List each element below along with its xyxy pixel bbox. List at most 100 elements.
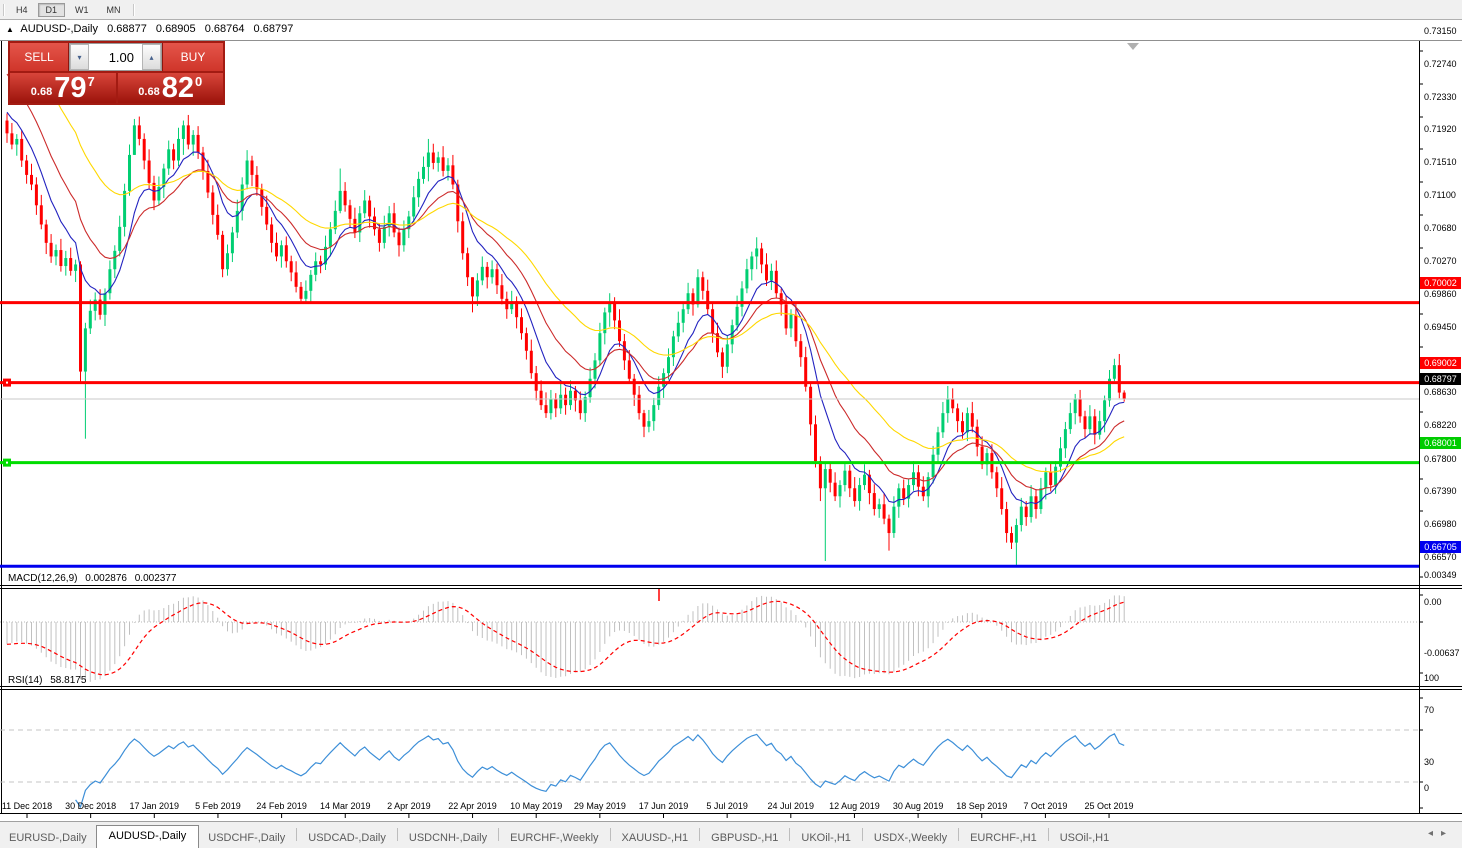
chart-tab-usdcad-daily[interactable]: USDCAD-,Daily (308, 832, 386, 844)
tab-separator (396, 828, 398, 841)
moving-average-layer (6, 41, 1125, 505)
chart-tab-eurusd-daily[interactable]: EURUSD-,Daily (9, 832, 87, 844)
rsi-axis-label: 30 (1424, 757, 1435, 767)
chart-tab-gbpusd-h1[interactable]: GBPUSD-,H1 (711, 832, 779, 844)
price-axis-label: 0.71100 (1424, 190, 1456, 200)
sell-price-pip: 7 (87, 74, 95, 89)
buy-button[interactable]: BUY (162, 43, 223, 71)
tab-scroll-right-icon[interactable]: ▸ (1440, 828, 1454, 839)
sell-price-prefix: 0.68 (30, 86, 53, 98)
symbol-label: AUDUSD-,Daily (20, 23, 98, 35)
date-label: 18 Sep 2019 (956, 801, 1008, 811)
chart-tab-eurchf-weekly[interactable]: EURCHF-,Weekly (510, 832, 599, 844)
price-axis-marker: 0.68797 (1420, 373, 1461, 385)
price-axis-marker: 0.69002 (1420, 357, 1461, 369)
tab-separator (861, 828, 863, 841)
one-click-trading-panel: SELL ▾ ▴ BUY 0.68 79 7 0.68 82 0 (8, 41, 225, 105)
toolbar-separator (3, 3, 4, 16)
tab-separator (1047, 828, 1049, 841)
tab-separator (296, 828, 298, 841)
tab-scroll-arrows[interactable]: ◂▸ (1428, 828, 1454, 839)
macd-header: MACD(12,26,9) 0.002876 0.002377 (8, 573, 181, 584)
chart-tab-usdchf-daily[interactable]: USDCHF-,Daily (208, 832, 286, 844)
close-value: 0.68797 (253, 23, 294, 35)
sell-price-display[interactable]: 0.68 79 7 (10, 73, 116, 103)
price-axis-label: 0.68630 (1424, 387, 1457, 397)
price-axis-marker: 0.70002 (1420, 277, 1461, 289)
rsi-axis-label: 0 (1424, 783, 1430, 793)
price-axis-label: 0.70270 (1424, 256, 1457, 266)
price-axis-label: 0.71920 (1424, 124, 1457, 134)
chart-shift-marker-icon[interactable] (1127, 43, 1139, 50)
rsi-axis-label: 70 (1424, 705, 1435, 715)
tab-separator (958, 828, 960, 841)
price-axis-label: 0.66570 (1424, 552, 1457, 562)
price-axis-marker: 0.68001 (1420, 437, 1461, 449)
tab-separator (699, 828, 701, 841)
buy-price-big: 82 (161, 72, 194, 104)
price-axis-label: 0.72330 (1424, 92, 1457, 102)
date-label: 17 Jan 2019 (129, 801, 180, 811)
chart-tab-ukoil-h1[interactable]: UKOil-,H1 (801, 832, 851, 844)
chart-tab-usdx-weekly[interactable]: USDX-,Weekly (873, 832, 948, 844)
high-value: 0.68905 (155, 23, 196, 35)
timeframe-button-h4[interactable]: H4 (16, 4, 28, 15)
volume-increase-button[interactable]: ▴ (142, 44, 161, 70)
date-label: 25 Oct 2019 (1084, 801, 1134, 811)
date-label: 22 Apr 2019 (448, 801, 497, 811)
chart-canvas[interactable] (0, 20, 1462, 848)
macd-axis-label: 0.00 (1424, 597, 1442, 607)
timeframe-button-d1[interactable]: D1 (37, 2, 66, 17)
volume-input[interactable] (89, 44, 142, 70)
price-axis-label: 0.73150 (1424, 26, 1457, 36)
chart-graphics (0, 40, 1462, 818)
buy-price-prefix: 0.68 (138, 86, 160, 98)
date-label: 29 May 2019 (573, 801, 626, 811)
sell-button[interactable]: SELL (10, 43, 69, 71)
volume-decrease-button[interactable]: ▾ (70, 44, 89, 70)
buy-price-pip: 0 (194, 74, 203, 89)
rsi-header: RSI(14) 58.8175 (8, 675, 91, 686)
candlestick-layer (5, 113, 1126, 567)
date-label: 12 Aug 2019 (829, 801, 880, 811)
macd-signal-line (6, 600, 1125, 676)
chart-tab-eurchf-h1[interactable]: EURCHF-,H1 (970, 832, 1037, 844)
chart-tab-xauusd-h1[interactable]: XAUUSD-,H1 (621, 832, 689, 844)
date-label: 14 Mar 2019 (319, 801, 371, 811)
symbol-tab-bar: EURUSD-,Daily AUDUSD-,Daily USDCHF-,Daily U… (0, 821, 1462, 848)
price-axis-label: 0.68220 (1424, 420, 1457, 430)
tab-scroll-left-icon[interactable]: ◂ (1427, 828, 1441, 839)
macd-axis-label: -0.00637 (1424, 648, 1460, 658)
tab-separator (609, 828, 611, 841)
rsi-axis-label: 100 (1424, 673, 1440, 683)
chart-tab-usoil-h1[interactable]: USOil-,H1 (1059, 832, 1110, 844)
price-axis-label: 0.67800 (1424, 454, 1457, 464)
sell-price-big: 79 (54, 72, 87, 104)
toolbar-separator (132, 3, 134, 16)
macd-histogram (6, 595, 1125, 682)
tab-separator (498, 828, 500, 841)
chart-tab-audusd-daily[interactable]: AUDUSD-,Daily (95, 825, 200, 848)
price-axis-label: 0.66980 (1424, 519, 1457, 529)
date-label: 10 May 2019 (510, 801, 563, 811)
macd-name: MACD(12,26,9) (8, 573, 78, 584)
chart-tab-usdcnh-daily[interactable]: USDCNH-,Daily (408, 832, 488, 844)
date-label: 17 Jun 2019 (638, 801, 689, 811)
date-label: 30 Dec 2018 (65, 801, 117, 811)
price-axis-marker: 0.66705 (1420, 541, 1461, 553)
macd-main-value: 0.002876 (85, 573, 127, 584)
date-label: 24 Jul 2019 (767, 801, 815, 811)
buy-price-display[interactable]: 0.68 82 0 (117, 72, 223, 104)
timeframe-button-w1[interactable]: W1 (75, 4, 89, 15)
price-axis-label: 0.70680 (1424, 223, 1457, 233)
date-label: 5 Feb 2019 (195, 801, 241, 811)
open-value: 0.68877 (107, 23, 147, 35)
rsi-value: 58.8175 (50, 675, 87, 686)
price-axis-label: 0.72740 (1424, 59, 1457, 69)
date-label: 11 Dec 2018 (1, 801, 53, 811)
rsi-name: RSI(14) (8, 675, 43, 686)
collapse-triangle-icon[interactable]: ▲ (6, 25, 14, 34)
timeframe-button-mn[interactable]: MN (106, 4, 121, 15)
date-label: 7 Oct 2019 (1023, 801, 1068, 811)
